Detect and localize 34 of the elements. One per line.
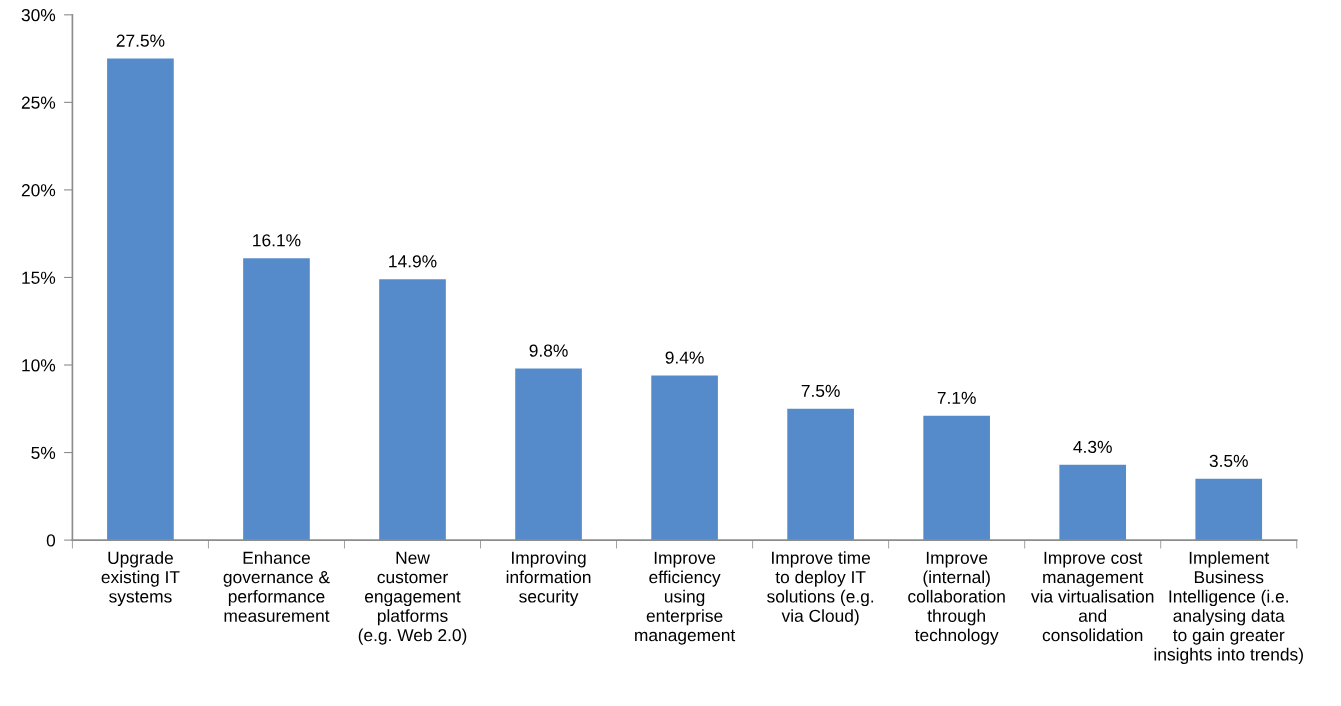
data-label: 4.3% bbox=[1073, 440, 1112, 454]
data-label: 14.9% bbox=[389, 255, 437, 268]
x-tick-label: New customer engagement platforms (e.g. Web 2.0) bbox=[358, 551, 467, 645]
x-tick-label: Improve cost management via virtualisation and consolidation bbox=[1031, 551, 1154, 642]
y-tick-label: 15% bbox=[22, 271, 56, 284]
y-tick-label: 5% bbox=[31, 446, 56, 460]
data-label: 16.1% bbox=[253, 234, 301, 247]
bar bbox=[651, 375, 718, 541]
x-tick-label: Improve time to deploy IT solutions (e.g. via Cloud) bbox=[767, 551, 874, 626]
data-label: 7.1% bbox=[937, 391, 976, 404]
bar bbox=[379, 279, 446, 541]
bar bbox=[923, 415, 990, 541]
y-tick-label: 30% bbox=[21, 8, 56, 22]
x-tick-label: Improve (internal) collaboration through technology bbox=[908, 551, 1005, 645]
x-tick-label: Upgrade existing IT systems bbox=[101, 551, 180, 607]
x-tick-label: Implement Business Intelligence (i.e. analysing data to gain greater insights into trends) bbox=[1154, 551, 1303, 665]
data-label: 9.4% bbox=[665, 351, 704, 364]
x-tick-label: Improve efficiency using enterprise management bbox=[635, 551, 736, 645]
bar bbox=[787, 408, 854, 541]
y-tick-label: 0 bbox=[46, 534, 56, 547]
y-tick-label: 20% bbox=[21, 184, 56, 197]
data-label: 27.5% bbox=[116, 34, 165, 47]
data-label: 7.5% bbox=[801, 384, 840, 398]
bar bbox=[243, 258, 310, 541]
data-label: 3.5% bbox=[1209, 454, 1248, 468]
x-tick-label: Improving information security bbox=[506, 551, 591, 607]
bar bbox=[515, 368, 582, 541]
y-tick-label: 10% bbox=[22, 359, 56, 372]
bar bbox=[1059, 464, 1127, 541]
bar bbox=[107, 58, 174, 541]
y-tick-label: 25% bbox=[21, 96, 56, 109]
data-label: 9.8% bbox=[529, 344, 568, 357]
x-tick-label: Enhance governance & performance measurement bbox=[223, 551, 330, 622]
bar bbox=[1195, 478, 1263, 541]
